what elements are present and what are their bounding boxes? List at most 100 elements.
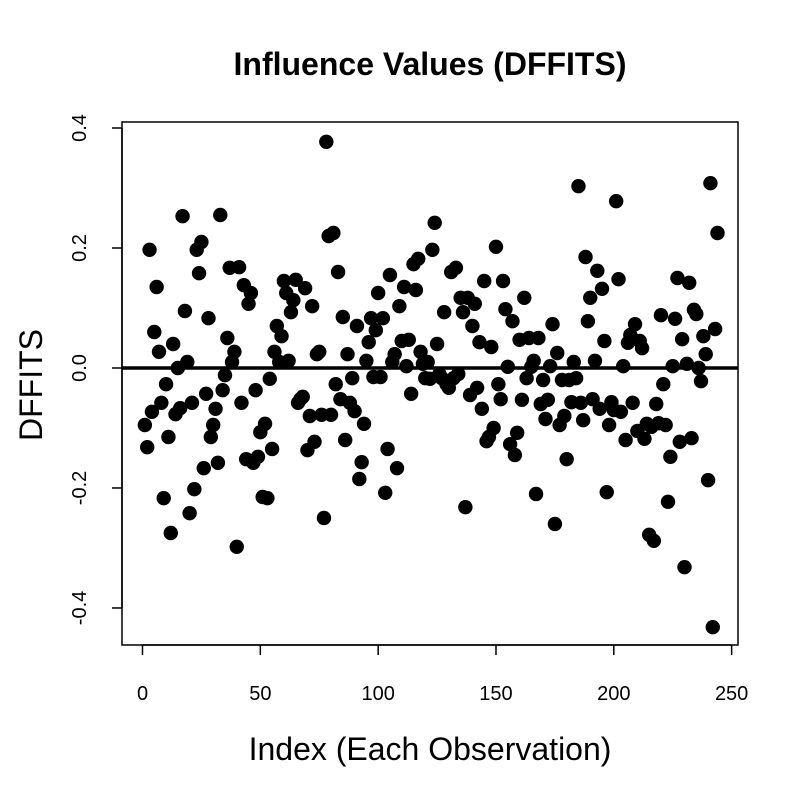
point	[514, 392, 530, 407]
point	[196, 460, 211, 476]
point	[165, 336, 181, 352]
point	[611, 271, 626, 287]
point	[368, 322, 383, 338]
point	[505, 313, 520, 329]
point	[698, 346, 713, 362]
x-tick-label: 0	[137, 683, 148, 705]
point	[535, 372, 551, 388]
point	[587, 353, 603, 368]
point	[180, 354, 195, 370]
point	[509, 425, 525, 440]
point	[158, 376, 174, 392]
point	[616, 358, 631, 374]
point	[540, 392, 556, 407]
point	[399, 358, 414, 374]
point	[469, 380, 485, 395]
point	[458, 499, 473, 515]
point	[288, 272, 303, 287]
point	[408, 282, 424, 298]
point	[198, 386, 214, 401]
point	[625, 395, 640, 410]
point	[340, 346, 355, 362]
point	[538, 411, 553, 427]
point	[517, 290, 532, 305]
point	[413, 344, 428, 359]
point	[274, 328, 289, 344]
point	[363, 310, 379, 326]
point	[670, 270, 685, 286]
point	[319, 134, 334, 149]
point	[705, 619, 720, 635]
point	[580, 313, 596, 329]
point	[575, 412, 591, 428]
point	[163, 525, 178, 541]
x-axis-label: Index (Each Observation)	[249, 731, 612, 767]
point	[448, 260, 464, 275]
point	[359, 353, 374, 368]
point	[658, 417, 673, 433]
point	[173, 400, 188, 416]
point	[210, 455, 226, 470]
point	[486, 420, 501, 436]
point	[566, 354, 581, 370]
y-tick-label: 0.0	[69, 354, 91, 382]
point	[411, 251, 426, 266]
point	[667, 311, 683, 326]
point	[349, 318, 365, 334]
x-tick-label: 200	[597, 683, 630, 705]
point	[578, 249, 593, 265]
point	[528, 486, 544, 502]
point	[703, 175, 718, 191]
point	[696, 328, 711, 344]
point	[215, 382, 230, 398]
point	[500, 359, 515, 374]
point	[201, 310, 216, 326]
point	[352, 471, 367, 487]
y-tick-label: 0.2	[69, 234, 91, 262]
point	[608, 193, 624, 209]
point	[312, 344, 327, 359]
point	[634, 340, 650, 356]
point	[665, 358, 680, 374]
point	[674, 331, 690, 347]
point	[573, 395, 589, 410]
point	[425, 242, 440, 257]
point	[380, 441, 395, 457]
point	[597, 333, 612, 349]
point	[707, 321, 723, 337]
point	[373, 369, 388, 385]
point	[592, 401, 607, 416]
point	[361, 334, 376, 350]
point	[276, 273, 292, 289]
point	[542, 358, 558, 374]
point	[220, 330, 235, 346]
point	[531, 330, 546, 346]
point	[663, 449, 678, 464]
point	[472, 334, 487, 350]
x-tick-label: 250	[715, 683, 748, 705]
point	[231, 259, 247, 275]
point	[177, 303, 193, 319]
point	[420, 354, 435, 370]
point	[684, 430, 699, 446]
point	[493, 391, 508, 407]
point	[144, 404, 160, 419]
x-tick-label: 50	[249, 683, 271, 705]
point	[484, 339, 499, 355]
point	[217, 367, 233, 383]
point	[229, 539, 244, 554]
point	[347, 403, 362, 419]
point	[547, 516, 563, 532]
point	[627, 316, 643, 332]
point	[637, 431, 652, 446]
point	[281, 353, 296, 368]
point	[208, 401, 223, 416]
point	[323, 407, 339, 422]
point	[545, 316, 560, 332]
point	[382, 267, 398, 283]
point	[345, 370, 360, 386]
point	[335, 309, 351, 325]
point	[613, 404, 629, 419]
point	[203, 429, 219, 445]
point	[474, 401, 490, 416]
